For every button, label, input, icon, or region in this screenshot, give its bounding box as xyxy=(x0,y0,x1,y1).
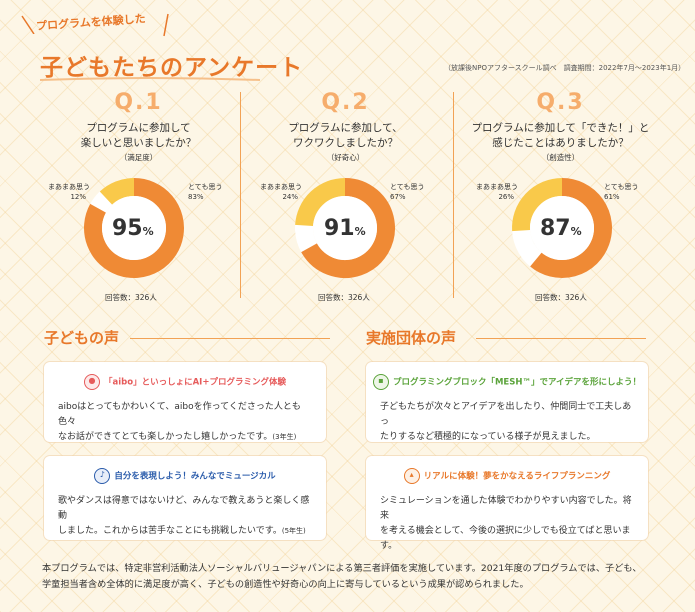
donut-slice-very xyxy=(530,178,612,278)
question-number: Q.2 xyxy=(321,90,370,115)
block-icon: ▪ xyxy=(372,374,389,390)
question-line: プログラムに参加して xyxy=(86,122,191,134)
question-category: （満足度） xyxy=(119,153,158,162)
org-voices-title: 実施団体の声 xyxy=(366,329,457,347)
very-label: とても思う 67% xyxy=(390,183,425,201)
footer-line: 学童担当者含め全体的に満足度が高く、子どもの創造性や好奇心の向上に寄与していると… xyxy=(42,579,529,590)
card-heading: ♪ 自分を表現しよう！みんなでミュージカル xyxy=(44,468,326,484)
question-number: Q.3 xyxy=(536,90,585,115)
question-1: Q.1 プログラムに参加して 楽しいと思いましたか？ （満足度） xyxy=(36,90,241,163)
column-divider xyxy=(240,92,241,298)
card-heading: ● 「aibo」といっしょにAI+プログラミング体験 xyxy=(44,374,326,390)
very-label: とても思う 61% xyxy=(604,183,639,201)
page-title: 子どもたちのアンケート xyxy=(40,55,304,81)
question-category: （好奇心） xyxy=(326,153,365,162)
response-count: 回答数：326人 xyxy=(318,293,370,302)
evaluation-note: 本プログラムでは、特定非営利活動法人ソーシャルバリュージャパンによる第三者評価を… xyxy=(42,561,662,593)
donut-center xyxy=(102,196,166,260)
donut-slice-somewhat xyxy=(512,178,563,232)
question-line: 感じたことはありましたか？ xyxy=(492,137,629,149)
total-percent: 95% xyxy=(112,216,154,241)
question-line: プログラムに参加して、 xyxy=(288,122,403,134)
card-text: 歌やダンスは得意ではないけど、みんなで教えあうと楽しく感動 しました。これからは… xyxy=(58,496,310,536)
card-text: 子どもたちが次々とアイデアを出したり、仲間同士で工夫しあっ たりするなど積極的に… xyxy=(380,402,632,442)
very-label: とても思う 83% xyxy=(188,183,223,201)
child-voice-card: ♪ 自分を表現しよう！みんなでミュージカル 歌やダンスは得意ではないけど、みんなで… xyxy=(44,456,326,540)
somewhat-label: まあまあ思う 26% xyxy=(476,183,518,201)
question-line: プログラムに参加して「できた！」と xyxy=(471,122,650,134)
question-line: 楽しいと思いましたか？ xyxy=(80,137,197,149)
somewhat-label: まあまあ思う 12% xyxy=(48,183,90,201)
question-text: プログラムに参加して、 ワクワクしましたか？ xyxy=(243,121,448,151)
section-rule xyxy=(476,338,646,339)
question-number: Q.1 xyxy=(114,90,163,115)
donut-slice-very xyxy=(301,178,395,278)
donut-slice-very xyxy=(84,178,184,278)
response-count: 回答数：326人 xyxy=(105,293,157,302)
response-count: 回答数：326人 xyxy=(535,293,587,302)
question-3: Q.3 プログラムに参加して「できた！」と 感じたことはありましたか？ （創造性… xyxy=(458,90,663,163)
question-text: プログラムに参加して「できた！」と 感じたことはありましたか？ xyxy=(458,121,663,151)
card-text: aiboはとってもかわいくて、aiboを作ってくださった人とも色々 なお話ができ… xyxy=(58,402,301,442)
survey-source-note: （放課後NPOアフタースクール調べ 調査期間：2022年7月〜2023年1月） xyxy=(444,64,686,72)
question-text: プログラムに参加して 楽しいと思いましたか？ xyxy=(36,121,241,151)
org-voice-card: ▴ リアルに体験！夢をかなえるライフプランニング シミュレーションを通した体験でわ… xyxy=(366,456,648,551)
question-2: Q.2 プログラムに参加して、 ワクワクしましたか？ （好奇心） xyxy=(243,90,448,163)
org-voice-card: ▪ プログラミングブロック「MESH™」でアイデアを形にしよう！ 子どもたちが次々… xyxy=(366,362,648,442)
donut-center xyxy=(313,196,377,260)
footer-line: 本プログラムでは、特定非営利活動法人ソーシャルバリュージャパンによる第三者評価を… xyxy=(42,563,642,574)
donut-slice-somewhat xyxy=(99,178,135,206)
card-heading: ▪ プログラミングブロック「MESH™」でアイデアを形にしよう！ xyxy=(366,374,648,390)
question-category: （創造性） xyxy=(541,153,580,162)
somewhat-label: まあまあ思う 24% xyxy=(260,183,302,201)
chart-icon: ▴ xyxy=(403,468,420,484)
card-heading: ▴ リアルに体験！夢をかなえるライフプランニング xyxy=(366,468,648,484)
card-text: シミュレーションを通した体験でわかりやすい内容でした。将来 を考える機会として、… xyxy=(380,496,632,551)
title-deco-line xyxy=(21,15,35,34)
total-percent: 91% xyxy=(324,216,366,241)
dog-robot-icon: ● xyxy=(84,374,101,390)
donut-chart-q1 xyxy=(84,178,184,278)
section-rule xyxy=(130,338,330,339)
total-percent: 87% xyxy=(540,216,582,241)
donut-slice-somewhat xyxy=(295,178,346,227)
donut-center xyxy=(530,196,594,260)
donut-chart-q3 xyxy=(512,178,612,278)
column-divider xyxy=(453,92,454,298)
question-line: ワクワクしましたか？ xyxy=(293,137,398,149)
donut-chart-q2 xyxy=(295,178,395,278)
title-underline xyxy=(40,77,260,81)
subtitle-deco-line xyxy=(163,13,169,37)
music-note-icon: ♪ xyxy=(94,468,111,484)
child-voice-card: ● 「aibo」といっしょにAI+プログラミング体験 aiboはとってもかわいくて… xyxy=(44,362,326,442)
children-voices-title: 子どもの声 xyxy=(44,329,120,347)
